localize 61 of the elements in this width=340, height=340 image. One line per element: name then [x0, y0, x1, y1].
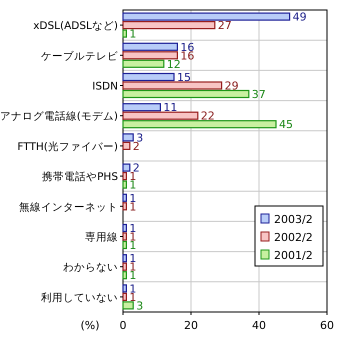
data-label: 27 [218, 19, 232, 32]
bar [122, 72, 175, 82]
legend-label: 2002/2 [274, 231, 313, 244]
bar [122, 21, 216, 30]
bar [122, 254, 127, 262]
data-label: 22 [200, 110, 215, 123]
bar [122, 112, 198, 120]
bar [122, 172, 127, 180]
y-tick-label: わからない [63, 262, 118, 274]
data-label: 29 [224, 80, 239, 92]
bar [122, 271, 127, 280]
bar [122, 202, 127, 210]
x-tick-label: 20 [184, 319, 198, 332]
data-label: 1 [129, 269, 136, 282]
bar [122, 60, 164, 68]
bar [122, 194, 127, 202]
bar [122, 284, 127, 292]
data-label: 45 [279, 118, 293, 132]
y-tick-label: ISDN [92, 80, 118, 92]
y-tick-label: 専用線 [85, 230, 118, 244]
data-label: 3 [136, 299, 144, 312]
legend-label: 2001/2 [274, 249, 313, 262]
data-label: 2 [132, 162, 140, 175]
data-label: 1 [129, 28, 136, 41]
data-label: 12 [166, 58, 181, 71]
y-tick-label: ケーブルテレビ [41, 49, 119, 62]
bar [122, 103, 161, 112]
bar [122, 240, 127, 250]
x-axis-title: (%) [80, 319, 100, 332]
bar [122, 90, 250, 98]
y-tick-label: xDSL(ADSLなど) [33, 20, 118, 32]
bar [122, 232, 127, 241]
bar [122, 301, 134, 310]
bar [122, 42, 178, 51]
data-label: 37 [252, 88, 266, 101]
bar [122, 133, 134, 142]
bar [122, 51, 178, 60]
x-tick-label: 60 [320, 319, 334, 332]
x-tick-label: 0 [120, 319, 126, 332]
y-tick-label: 携帯電話やPHS [42, 170, 118, 184]
legend-label: 2003/2 [274, 213, 313, 226]
y-tick-label: FTTH(光ファイバー) [17, 140, 118, 153]
bar [122, 224, 127, 232]
data-label: 49 [292, 10, 307, 24]
y-tick-label: アナログ電話線(モデム) [0, 110, 118, 123]
data-label: 1 [129, 178, 136, 192]
data-label: 11 [163, 101, 178, 114]
data-label: 1 [129, 239, 136, 252]
bar [122, 164, 130, 172]
bar [122, 142, 130, 150]
bar [122, 30, 127, 38]
bar [122, 292, 127, 301]
x-tick-label: 40 [252, 319, 266, 332]
bar [122, 262, 127, 271]
bar [122, 180, 127, 189]
bar [122, 81, 222, 90]
bar [122, 12, 290, 21]
y-tick-label: 無線インターネット [19, 201, 118, 214]
y-tick-label: 利用していない [41, 290, 118, 304]
bar [122, 120, 277, 128]
data-label: 15 [177, 71, 191, 84]
